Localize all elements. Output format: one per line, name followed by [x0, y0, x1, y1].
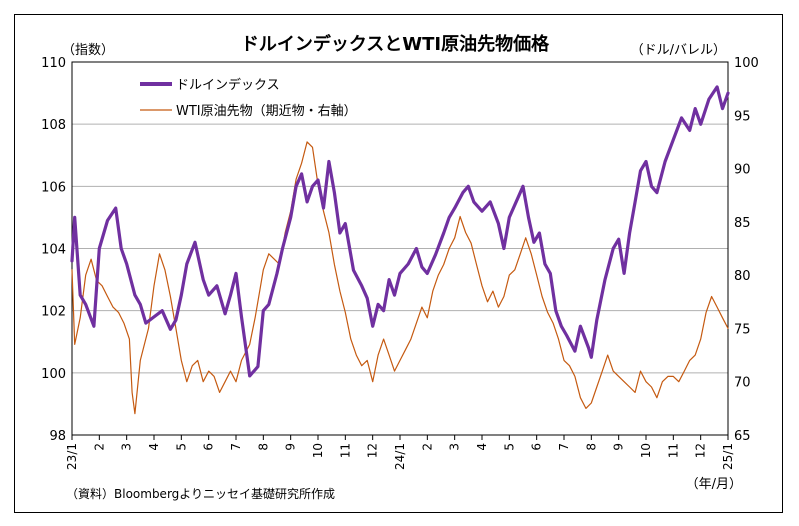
y-right-unit-label: （ドル/バレル） — [631, 43, 726, 58]
x-unit-label: （年/月） — [686, 477, 742, 492]
y-left-tick-label: 100 — [41, 367, 66, 382]
source-note: （資料）Bloombergよりニッセイ基礎研究所作成 — [66, 486, 335, 501]
legend-label-wti: WTI原油先物（期近物・右軸） — [176, 104, 357, 119]
y-left-tick-label: 108 — [41, 118, 66, 133]
x-tick-label: 7 — [229, 443, 243, 451]
x-tick-label: 7 — [557, 443, 571, 451]
x-tick-label: 3 — [120, 443, 134, 451]
x-tick-label: 6 — [202, 443, 216, 451]
x-tick-label: 5 — [174, 443, 188, 451]
legend-label-dollar-index: ドルインデックス — [176, 77, 280, 93]
x-tick-label: 8 — [584, 443, 598, 451]
y-left-tick-label: 110 — [41, 56, 66, 71]
y-right-tick-label: 80 — [734, 269, 751, 284]
x-tick-label: 9 — [284, 443, 298, 451]
x-tick-label: 25/1 — [721, 443, 735, 470]
x-tick-label: 5 — [502, 443, 516, 451]
series-line-dollar-index — [70, 85, 730, 378]
series-layer — [70, 85, 730, 415]
x-tick-label: 11 — [666, 443, 680, 458]
x-tick-label: 9 — [612, 443, 626, 451]
x-tick-label: 11 — [338, 443, 352, 458]
x-tick-label: 4 — [147, 443, 161, 451]
x-tick-label: 10 — [639, 443, 653, 458]
y-left-tick-label: 98 — [49, 429, 66, 444]
chart-frame — [14, 14, 783, 513]
y-right-tick-label: 65 — [734, 429, 751, 444]
x-tick-label: 10 — [311, 443, 325, 458]
chart-title: ドルインデックスとWTI原油先物価格 — [241, 33, 550, 55]
x-tick-label: 4 — [475, 443, 489, 451]
x-tick-label: 8 — [256, 443, 270, 451]
y-left-tick-label: 104 — [41, 243, 66, 258]
x-tick-label: 23/1 — [65, 443, 79, 470]
legend: ドルインデックス WTI原油先物（期近物・右軸） — [140, 77, 357, 119]
x-tick-label: 2 — [92, 443, 106, 451]
y-right-tick-label: 70 — [734, 376, 751, 391]
y-left-tick-label: 106 — [41, 180, 66, 195]
series-line-wti — [71, 141, 729, 415]
y-right-tick-label: 100 — [734, 56, 759, 71]
x-tick-label: 24/1 — [393, 443, 407, 470]
x-tick-label: 12 — [366, 443, 380, 458]
y-right-tick-label: 75 — [734, 322, 751, 337]
axis-layer: 981001021041061081106570758085909510023/… — [41, 56, 759, 470]
x-tick-label: 2 — [420, 443, 434, 451]
x-tick-label: 6 — [530, 443, 544, 451]
y-left-unit-label: （指数） — [62, 43, 114, 58]
y-right-tick-label: 85 — [734, 216, 751, 231]
x-tick-label: 3 — [448, 443, 462, 451]
y-left-tick-label: 102 — [41, 305, 66, 320]
y-right-tick-label: 90 — [734, 163, 751, 178]
y-right-tick-label: 95 — [734, 109, 751, 124]
x-tick-label: 12 — [694, 443, 708, 458]
